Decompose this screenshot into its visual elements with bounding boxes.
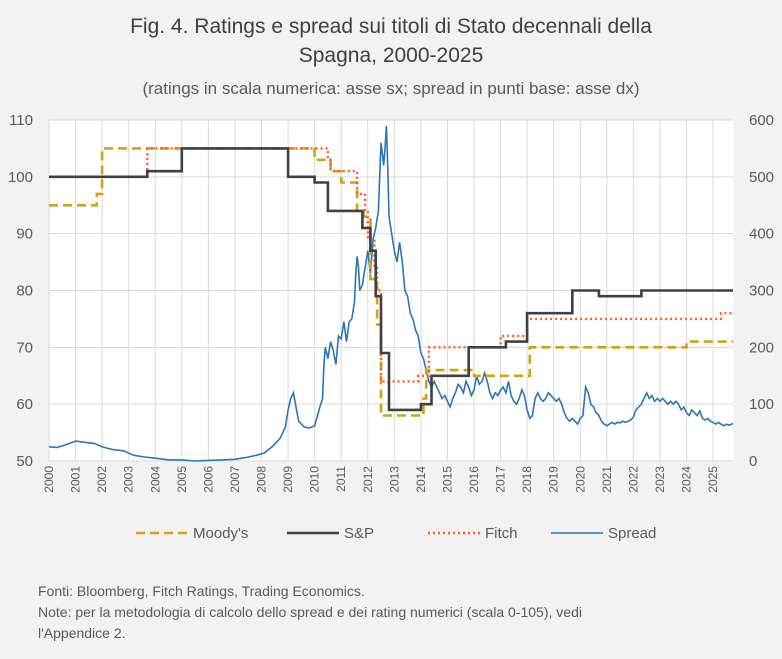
series-line-moodys bbox=[49, 147, 733, 417]
series-line-sp bbox=[49, 147, 733, 412]
y-right-tick-label: 400 bbox=[749, 226, 774, 243]
y-right-tick-label: 0 bbox=[749, 453, 757, 470]
y-left-tick-label: 50 bbox=[16, 453, 33, 470]
y-right-tick-label: 500 bbox=[749, 169, 774, 186]
x-tick-label: 2001 bbox=[69, 466, 83, 493]
x-tick-label: 2003 bbox=[122, 466, 136, 493]
y-left-tick-label: 110 bbox=[9, 112, 33, 129]
legend-label: Fitch bbox=[485, 525, 518, 542]
chart-title-line1: Fig. 4. Ratings e spread sui titoli di S… bbox=[130, 15, 652, 38]
x-tick-label: 2004 bbox=[148, 466, 162, 493]
footer-notes-line2: l'Appendice 2. bbox=[38, 625, 126, 641]
x-tick-label: 2022 bbox=[626, 466, 640, 493]
x-tick-label: 2020 bbox=[573, 466, 587, 493]
chart-footer: Fonti: Bloomberg, Fitch Ratings, Trading… bbox=[38, 581, 758, 644]
x-tick-label: 2025 bbox=[706, 466, 720, 493]
y-left-tick-label: 80 bbox=[16, 283, 33, 300]
x-tick-label: 2021 bbox=[600, 466, 614, 493]
y-left-tick-label: 60 bbox=[16, 396, 33, 413]
legend-label: Moody's bbox=[193, 525, 248, 542]
footer-notes-line1: Note: per la metodologia di calcolo dell… bbox=[38, 604, 582, 620]
x-tick-label: 2017 bbox=[494, 466, 508, 493]
y-right-tick-label: 600 bbox=[749, 112, 774, 129]
x-tick-label: 2008 bbox=[255, 466, 269, 493]
x-tick-label: 2010 bbox=[308, 466, 322, 493]
x-tick-label: 2002 bbox=[95, 466, 109, 493]
legend-label: Spread bbox=[608, 525, 656, 542]
x-tick-label: 2016 bbox=[467, 466, 481, 493]
x-tick-label: 2014 bbox=[414, 466, 428, 493]
x-tick-label: 2024 bbox=[680, 466, 694, 493]
x-tick-label: 2023 bbox=[653, 466, 667, 493]
y-right-tick-label: 300 bbox=[749, 283, 774, 300]
x-tick-label: 2006 bbox=[201, 466, 215, 493]
x-tick-label: 2005 bbox=[175, 466, 189, 493]
x-tick-label: 2009 bbox=[281, 466, 295, 493]
x-tick-label: 2018 bbox=[520, 466, 534, 493]
y-right-tick-label: 200 bbox=[749, 339, 774, 356]
y-left-tick-label: 100 bbox=[8, 169, 33, 186]
x-tick-label: 2019 bbox=[547, 466, 561, 493]
x-tick-label: 2012 bbox=[361, 466, 375, 493]
x-tick-label: 2007 bbox=[228, 466, 242, 493]
chart-subtitle: (ratings in scala numerica: asse sx; spr… bbox=[142, 79, 640, 98]
chart-title: Fig. 4. Ratings e spread sui titoli di S… bbox=[0, 12, 782, 70]
footer-sources: Fonti: Bloomberg, Fitch Ratings, Trading… bbox=[38, 583, 365, 599]
chart-title-line2: Spagna, 2000-2025 bbox=[298, 44, 484, 67]
series-line-spread bbox=[48, 125, 734, 462]
x-tick-label: 2013 bbox=[387, 466, 401, 493]
legend-label: S&P bbox=[344, 525, 374, 542]
y-left-tick-label: 90 bbox=[16, 226, 33, 243]
x-tick-label: 2000 bbox=[42, 466, 56, 493]
x-tick-label: 2011 bbox=[334, 466, 348, 492]
x-tick-label: 2015 bbox=[440, 466, 454, 493]
y-right-tick-label: 100 bbox=[749, 396, 774, 413]
y-left-tick-label: 70 bbox=[16, 339, 33, 356]
